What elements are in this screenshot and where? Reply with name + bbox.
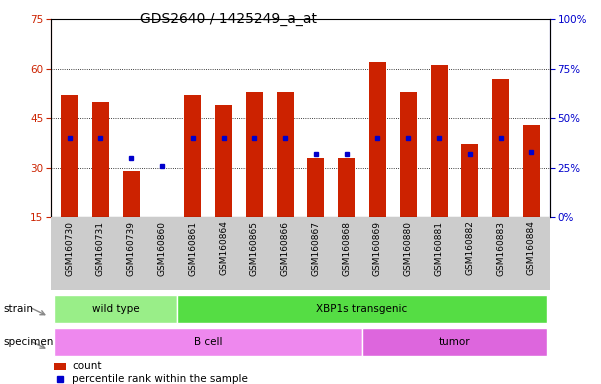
Bar	[92, 102, 109, 217]
Bar	[369, 62, 386, 217]
Bar	[400, 92, 416, 217]
Text: GSM160861: GSM160861	[188, 220, 197, 276]
Text: GSM160867: GSM160867	[311, 220, 320, 276]
Bar	[362, 328, 547, 356]
Text: wild type: wild type	[92, 304, 139, 314]
Text: GDS2640 / 1425249_a_at: GDS2640 / 1425249_a_at	[140, 12, 317, 25]
Text: GSM160864: GSM160864	[219, 220, 228, 275]
Text: GSM160860: GSM160860	[157, 220, 166, 276]
Text: GSM160739: GSM160739	[127, 220, 136, 276]
Text: GSM160884: GSM160884	[527, 220, 536, 275]
Text: GSM160881: GSM160881	[435, 220, 444, 276]
Text: XBP1s transgenic: XBP1s transgenic	[317, 304, 407, 314]
Bar	[123, 171, 139, 217]
Text: B cell: B cell	[194, 337, 222, 347]
Bar	[308, 158, 325, 217]
Text: GSM160869: GSM160869	[373, 220, 382, 276]
Bar	[54, 295, 177, 323]
Text: GSM160731: GSM160731	[96, 220, 105, 276]
Bar	[492, 79, 509, 217]
Text: tumor: tumor	[439, 337, 470, 347]
Text: GSM160882: GSM160882	[465, 220, 474, 275]
Bar	[215, 105, 232, 217]
Bar	[177, 295, 547, 323]
Bar	[54, 362, 66, 369]
Text: GSM160866: GSM160866	[281, 220, 290, 276]
Bar	[276, 92, 293, 217]
Bar	[61, 95, 78, 217]
Bar	[246, 92, 263, 217]
Text: percentile rank within the sample: percentile rank within the sample	[72, 374, 248, 384]
Bar	[462, 144, 478, 217]
Text: strain: strain	[3, 304, 33, 314]
Bar	[430, 65, 448, 217]
Bar	[523, 125, 540, 217]
Text: GSM160868: GSM160868	[342, 220, 351, 276]
Text: count: count	[72, 361, 102, 371]
Bar	[338, 158, 355, 217]
Text: GSM160865: GSM160865	[250, 220, 259, 276]
Text: GSM160883: GSM160883	[496, 220, 505, 276]
Text: specimen: specimen	[3, 337, 53, 347]
Text: GSM160880: GSM160880	[404, 220, 413, 276]
Bar	[54, 328, 362, 356]
Bar	[185, 95, 201, 217]
Text: GSM160730: GSM160730	[65, 220, 74, 276]
